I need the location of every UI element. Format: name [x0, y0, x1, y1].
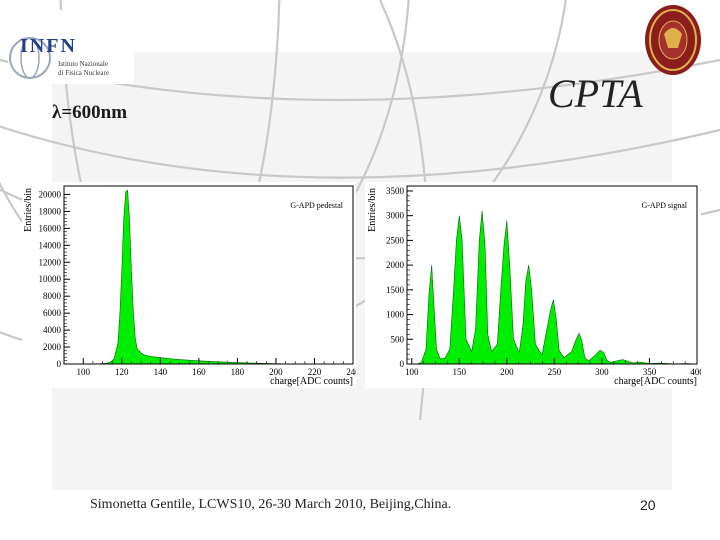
y-tick-label-1-8: 16000 — [39, 223, 62, 233]
y-tick-label-2-0: 0 — [400, 359, 405, 369]
x-tick-label-2-6: 400 — [690, 367, 701, 377]
y-tick-label-1-2: 4000 — [43, 325, 62, 335]
footer-citation: Simonetta Gentile, LCWS10, 26-30 March 2… — [90, 497, 452, 512]
x-axis-label-1: charge[ADC counts] — [270, 376, 353, 387]
y-tick-label-1-10: 20000 — [39, 189, 62, 199]
pedestal-histogram: 0 2000 4000 6000 8000 10000 12000 14000 16000 180… — [22, 182, 356, 388]
x-tick-label-1-6: 220 — [308, 367, 322, 377]
x-tick-label-2-2: 200 — [500, 367, 514, 377]
x-tick-label-1-3: 160 — [192, 367, 206, 377]
x-tick-label-1-7: 240 — [346, 367, 356, 377]
y-tick-label-2-3: 1500 — [386, 285, 405, 295]
page-number: 20 — [640, 497, 656, 513]
university-seal-icon — [644, 4, 702, 76]
y-axis-label-2: Entries/bin — [367, 188, 378, 232]
x-tick-label-2-5: 350 — [643, 367, 657, 377]
histogram-area-2 — [416, 210, 698, 365]
x-tick-label-1-4: 180 — [231, 367, 245, 377]
y-tick-label-2-4: 2000 — [386, 260, 405, 270]
slide-title: CPTA — [548, 71, 643, 116]
y-tick-label-1-4: 8000 — [43, 291, 62, 301]
y-tick-label-1-9: 18000 — [39, 206, 62, 216]
x-tick-label-2-3: 250 — [548, 367, 562, 377]
y-tick-label-1-6: 12000 — [39, 257, 62, 267]
infn-logo: INFN Istituto Nazionale di Fisica Nuclea… — [8, 10, 134, 84]
y-tick-label-2-7: 3500 — [386, 186, 405, 196]
y-tick-label-1-1: 2000 — [43, 342, 62, 352]
x-tick-label-2-1: 150 — [453, 367, 467, 377]
infn-logo-subtitle-1: Istituto Nazionale — [58, 60, 108, 68]
y-tick-label-2-5: 2500 — [386, 235, 405, 245]
y-tick-label-2-2: 1000 — [386, 310, 405, 320]
x-tick-label-1-2: 140 — [154, 367, 168, 377]
y-axis-label-1: Entries/bin — [23, 188, 34, 232]
histogram-area-1 — [83, 189, 315, 365]
x-tick-label-1-0: 100 — [77, 367, 91, 377]
infn-logo-graphic: INFN Istituto Nazionale di Fisica Nuclea… — [9, 35, 109, 79]
y-tick-label-2-6: 3000 — [386, 211, 405, 221]
infn-logo-subtitle-2: di Fisica Nucleare — [58, 69, 109, 77]
y-tick-label-1-0: 0 — [57, 359, 62, 369]
y-tick-label-2-1: 500 — [391, 334, 405, 344]
x-axis-label-2: charge[ADC counts] — [614, 376, 697, 387]
infn-logo-name: INFN — [20, 35, 77, 57]
wavelength-label: λ=600nm — [52, 102, 128, 123]
signal-histogram: 0 500 1000 1500 2000 2500 3000 3500 100 150 200 250… — [365, 182, 701, 388]
legend-label-1: G-APD pedestal — [290, 201, 343, 210]
y-tick-label-1-5: 10000 — [39, 274, 62, 284]
x-tick-label-1-5: 200 — [269, 367, 283, 377]
y-tick-label-1-3: 6000 — [43, 308, 62, 318]
plot-frame-1 — [63, 185, 354, 365]
x-tick-label-2-0: 100 — [405, 367, 419, 377]
y-tick-label-1-7: 14000 — [39, 240, 62, 250]
x-tick-label-2-4: 300 — [595, 367, 609, 377]
legend-label-2: G-APD signal — [641, 201, 687, 210]
x-tick-label-1-1: 120 — [115, 367, 129, 377]
